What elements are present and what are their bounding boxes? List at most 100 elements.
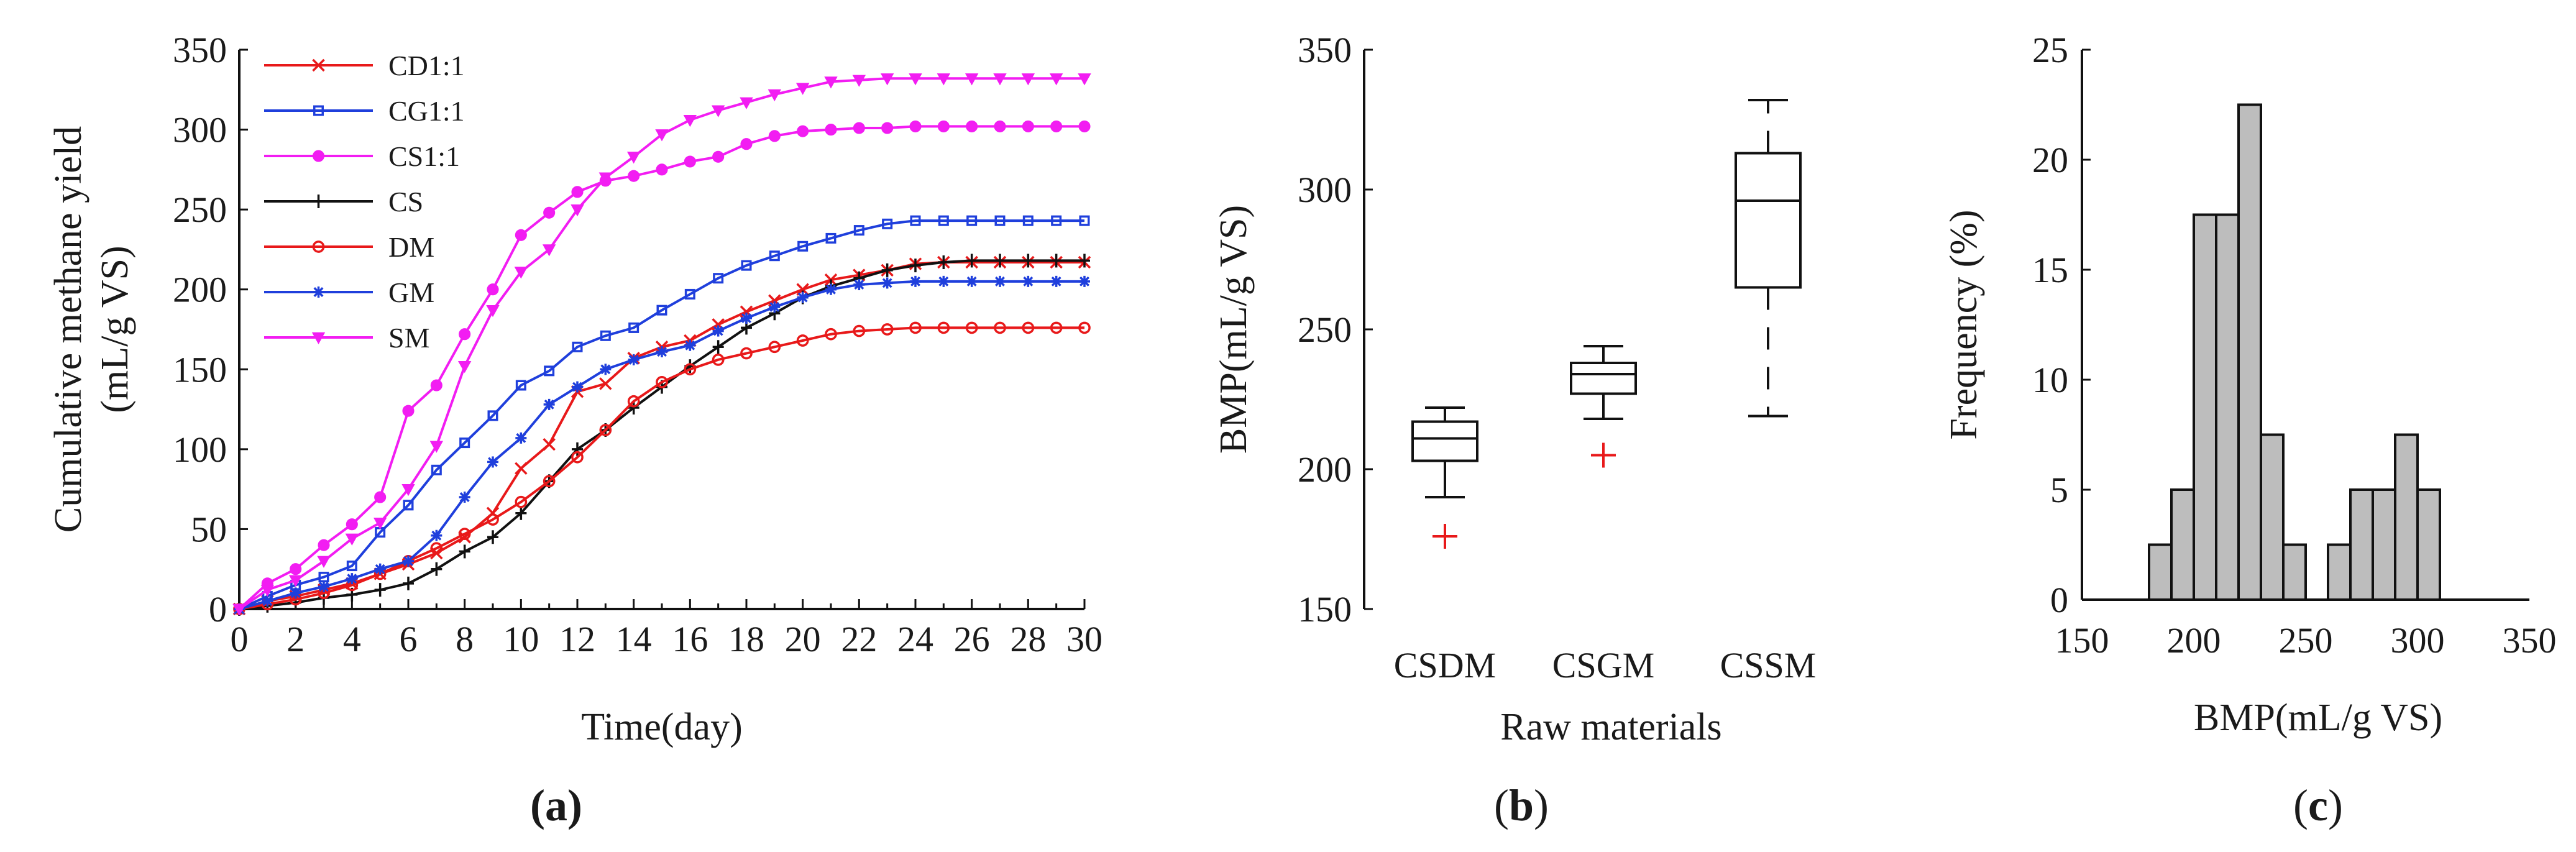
marker-triangle-down xyxy=(311,332,326,345)
y-tick-label: 200 xyxy=(1298,449,1352,490)
marker-stroke xyxy=(544,399,554,410)
marker-stroke xyxy=(713,326,723,336)
marker-star xyxy=(1079,275,1090,287)
marker-plus xyxy=(459,544,470,559)
y-axis-label: BMP(mL/g VS) xyxy=(1212,205,1255,454)
x-tick-label: 20 xyxy=(785,619,821,659)
marker-star xyxy=(769,301,781,313)
marker-x xyxy=(515,462,528,475)
marker-star xyxy=(881,277,893,289)
marker-triangle-down xyxy=(768,89,782,102)
x-tick-label: 300 xyxy=(2391,620,2445,661)
legend-item: DM xyxy=(264,231,434,263)
x-tick-label: 24 xyxy=(897,619,933,659)
marker-circle xyxy=(402,405,415,417)
marker-star xyxy=(543,398,555,410)
marker-stroke xyxy=(375,564,385,574)
series-line xyxy=(239,326,1084,610)
marker-triangle-down xyxy=(401,483,415,497)
marker-star xyxy=(853,279,865,290)
x-tick-label: CSDM xyxy=(1394,645,1496,685)
series-CG1:1 xyxy=(234,215,1090,615)
marker-triangle-down xyxy=(795,83,810,95)
marker-circle xyxy=(430,379,442,392)
legend-item: GM xyxy=(264,277,434,308)
marker-triangle-down xyxy=(711,105,725,117)
histogram-bar xyxy=(2349,488,2374,601)
marker-circle xyxy=(1022,120,1034,132)
marker-circle-open xyxy=(656,376,668,388)
marker-star xyxy=(262,595,273,607)
marker-circle-open xyxy=(515,495,528,508)
marker-square xyxy=(684,288,695,300)
marker-square xyxy=(882,218,893,229)
marker-stroke xyxy=(599,377,612,390)
legend-label: CS1:1 xyxy=(388,140,460,172)
legend-label: CD1:1 xyxy=(388,50,465,81)
marker-star xyxy=(994,275,1006,287)
marker-stroke xyxy=(1051,276,1061,286)
marker-plus xyxy=(487,530,498,544)
y-tick-label: 0 xyxy=(2050,580,2068,620)
marker-star xyxy=(656,346,667,357)
series-DM xyxy=(233,321,1091,615)
marker-circle-open xyxy=(1050,321,1063,334)
marker-circle-open xyxy=(599,424,612,436)
marker-circle-open xyxy=(1022,321,1035,334)
marker-square xyxy=(853,225,864,236)
panel-caption: (c) xyxy=(2293,781,2343,830)
series-line xyxy=(238,77,1084,610)
marker-plus xyxy=(572,442,583,456)
series-SM xyxy=(232,73,1091,616)
x-tick-label: 10 xyxy=(503,619,539,659)
marker-square xyxy=(938,215,949,226)
marker-square xyxy=(713,273,724,284)
marker-circle xyxy=(312,150,325,162)
marker-star xyxy=(741,313,752,324)
marker-circle-open xyxy=(712,354,725,366)
marker-triangle-down xyxy=(288,575,303,587)
marker-stroke xyxy=(488,457,498,467)
marker-plus xyxy=(910,259,921,273)
marker-circle-open xyxy=(740,347,753,360)
marker-star xyxy=(910,275,921,287)
series-line xyxy=(238,125,1084,610)
caption-paren: ( xyxy=(530,781,545,830)
marker-stroke xyxy=(628,354,639,365)
legend-item: CD1:1 xyxy=(264,50,465,81)
marker-triangle-down xyxy=(260,584,275,597)
marker-square xyxy=(910,215,921,226)
y-axis-label: (mL/g VS) xyxy=(94,245,136,413)
marker-stroke xyxy=(741,313,751,323)
marker-stroke xyxy=(403,556,413,566)
marker-triangle-down xyxy=(740,97,753,109)
y-tick-label: 5 xyxy=(2050,470,2068,510)
marker-stroke xyxy=(797,292,808,303)
marker-square xyxy=(459,437,470,449)
marker-triangle-down xyxy=(937,73,951,86)
marker-stroke xyxy=(516,433,526,443)
legend-item: CG1:1 xyxy=(264,95,465,127)
marker-triangle-down xyxy=(317,556,331,568)
marker-circle xyxy=(459,328,471,341)
caption-paren: ( xyxy=(2293,781,2308,830)
marker-plus xyxy=(938,255,950,269)
caption-letter: c xyxy=(2308,781,2328,830)
marker-star xyxy=(290,587,301,599)
marker-circle xyxy=(543,206,556,219)
marker-circle xyxy=(374,491,387,503)
marker-x xyxy=(543,437,556,451)
legend-label: CS xyxy=(388,186,423,218)
marker-square xyxy=(1079,215,1090,226)
marker-star xyxy=(600,364,612,375)
x-tick-label: 200 xyxy=(2167,620,2221,661)
marker-plus xyxy=(881,263,893,277)
marker-triangle-down xyxy=(514,267,528,279)
marker-star xyxy=(938,275,950,287)
marker-square xyxy=(825,232,837,244)
marker-plus xyxy=(313,195,324,208)
marker-circle-open xyxy=(1078,321,1091,334)
marker-circle-open xyxy=(994,321,1006,334)
marker-plus xyxy=(431,562,442,576)
